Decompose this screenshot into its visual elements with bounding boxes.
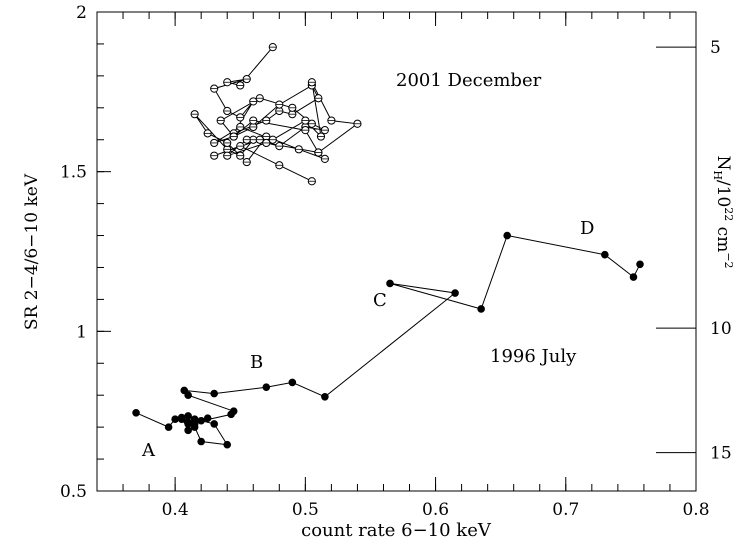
annotation-2001-december: 2001 December	[396, 70, 542, 91]
data-point-filled	[184, 426, 192, 435]
data-point-filled	[203, 414, 212, 422]
right-axis-tick-label: 15	[710, 444, 732, 464]
data-point-filled	[477, 305, 485, 313]
data-point-filled	[288, 378, 297, 387]
data-point-filled	[503, 231, 511, 240]
right-axis-tick-label: 5	[710, 38, 721, 58]
data-point-filled	[197, 437, 205, 446]
data-point-filled	[386, 279, 394, 288]
annotation-1996-july: 1996 July	[490, 346, 577, 367]
annotation-point-b: B	[250, 352, 263, 373]
annotation-point-c: C	[373, 290, 387, 311]
data-point-filled	[229, 407, 238, 415]
x-tick-label: 0.8	[682, 500, 709, 520]
data-point-filled	[132, 408, 140, 417]
plot-frame	[96, 11, 697, 492]
y-tick-label: 0.5	[60, 482, 87, 502]
x-tick-label: 0.6	[422, 500, 449, 520]
data-point-filled	[262, 383, 271, 392]
data-point-filled	[197, 416, 205, 425]
data-point-filled	[451, 289, 459, 297]
data-point-filled	[601, 250, 609, 259]
data-point-filled	[636, 260, 644, 269]
data-point-filled	[629, 273, 638, 281]
y-tick-label: 1	[76, 322, 87, 342]
y-tick-label: 2	[76, 3, 87, 23]
series-line-0	[135, 234, 641, 446]
axis-ticks: 0.4 0.5 0.6 0.7 0.8 0.5 1 1.5 2 5 10 15	[60, 3, 732, 520]
x-tick-label: 0.5	[292, 500, 319, 520]
data-point-filled	[223, 440, 232, 449]
annotation-point-d: D	[580, 218, 594, 239]
data-point-filled	[184, 412, 192, 420]
x-axis-label: count rate 6−10 keV	[301, 520, 492, 541]
data-point-filled	[171, 415, 179, 423]
data-point-filled	[184, 391, 192, 400]
right-axis-tick-label: 10	[710, 319, 732, 339]
y-axis-label: SR 2−4/6−10 keV	[22, 173, 42, 330]
data-point-filled	[164, 423, 173, 431]
annotation-point-a: A	[141, 440, 156, 461]
series-points	[132, 43, 644, 449]
y-tick-label: 1.5	[60, 163, 87, 183]
data-point-filled	[210, 420, 218, 428]
data-point-filled	[190, 415, 199, 423]
right-axis-label: NH/1022 cm−2	[711, 155, 735, 268]
x-tick-label: 0.7	[552, 500, 579, 520]
data-point-filled	[180, 386, 189, 395]
data-point-filled	[190, 423, 199, 431]
series-lines	[135, 46, 641, 446]
data-point-filled	[177, 413, 186, 422]
series-line-1	[194, 46, 359, 182]
data-point-filled	[321, 392, 329, 401]
data-point-filled	[184, 420, 192, 428]
x-tick-label: 0.4	[162, 500, 189, 520]
data-point-filled	[210, 389, 218, 398]
